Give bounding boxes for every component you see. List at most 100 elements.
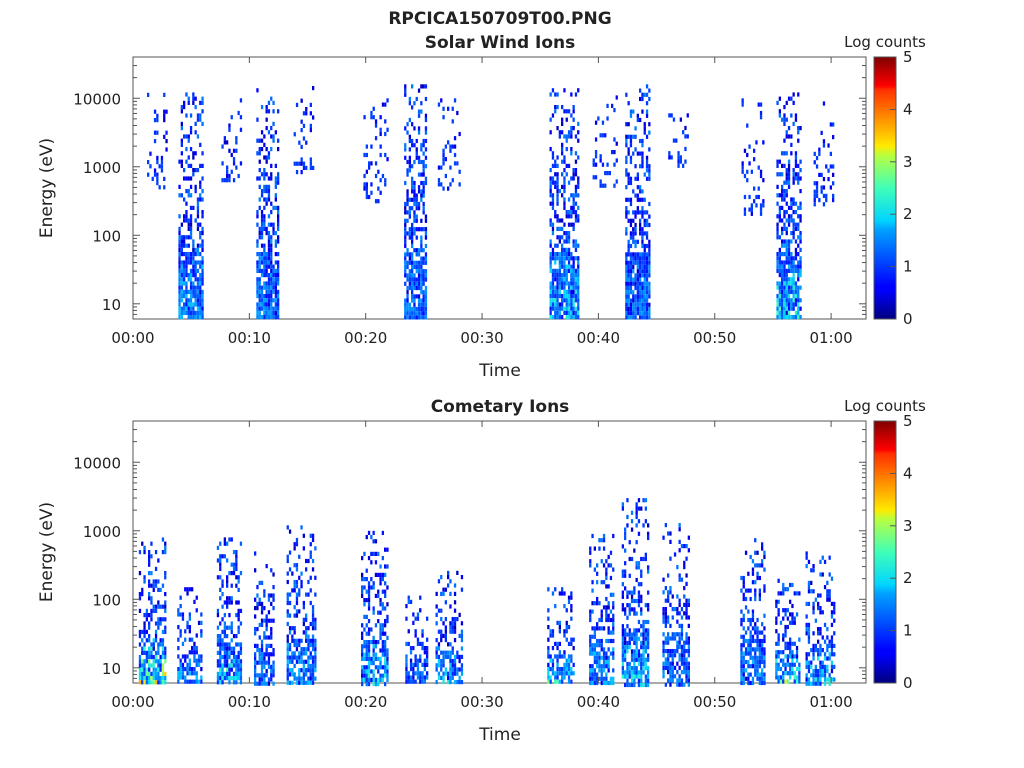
heatmap-cell — [270, 664, 273, 669]
heatmap-cell — [570, 134, 573, 139]
heatmap-cell — [615, 95, 618, 100]
heatmap-cell — [627, 239, 630, 244]
heatmap-cell — [814, 664, 817, 669]
heatmap-cell — [572, 281, 575, 286]
heatmap-cell — [621, 645, 624, 650]
heatmap-cell — [277, 310, 280, 315]
heatmap-cell — [187, 273, 190, 278]
heatmap-cell — [192, 310, 195, 315]
heatmap-cell — [563, 109, 566, 114]
heatmap-cell — [549, 218, 552, 223]
heatmap-cell — [197, 658, 201, 663]
colorbar-tick-label: 2 — [903, 569, 913, 587]
heatmap-cell — [641, 214, 644, 219]
heatmap-cell — [411, 185, 414, 190]
heatmap-cell — [451, 671, 454, 676]
heatmap-cell — [267, 256, 271, 261]
heatmap-cell — [574, 310, 578, 315]
heatmap-cell — [563, 168, 566, 173]
heatmap-cell — [644, 645, 647, 650]
heatmap-cell — [277, 172, 280, 177]
heatmap-cell — [602, 655, 606, 660]
heatmap-cell — [747, 676, 750, 681]
heatmap-cell — [265, 273, 268, 278]
heatmap-cell — [449, 667, 452, 672]
heatmap-cell — [265, 681, 268, 686]
heatmap-cell — [753, 186, 756, 191]
heatmap-cell — [812, 643, 815, 648]
heatmap-cell — [621, 628, 624, 633]
heatmap-cell — [411, 264, 414, 270]
heatmap-cell — [565, 302, 568, 307]
heatmap-cell — [643, 243, 646, 249]
heatmap-cell — [300, 659, 303, 664]
heatmap-cell — [642, 556, 645, 562]
heatmap-cell — [567, 289, 571, 294]
heatmap-cell — [256, 88, 259, 93]
heatmap-cell — [567, 109, 571, 114]
heatmap-cell — [589, 613, 592, 618]
heatmap-cell — [314, 621, 317, 627]
heatmap-cell — [761, 680, 764, 686]
heatmap-cell — [145, 680, 148, 685]
heatmap-cell — [561, 306, 564, 311]
heatmap-cell — [314, 617, 317, 622]
heatmap-cell — [150, 617, 153, 622]
heatmap-cell — [406, 294, 409, 299]
x-tick-label: 01:00 — [809, 329, 852, 347]
heatmap-cell — [565, 109, 568, 114]
heatmap-cell — [641, 252, 644, 257]
heatmap-cell — [643, 222, 646, 228]
heatmap-cell — [185, 201, 188, 206]
heatmap-cell — [372, 539, 375, 544]
heatmap-cell — [272, 222, 275, 227]
heatmap-cell — [274, 252, 277, 257]
heatmap-cell — [635, 565, 638, 570]
heatmap-cell — [453, 654, 457, 659]
heatmap-cell — [291, 626, 294, 631]
heatmap-cell — [574, 281, 578, 286]
heatmap-cell — [404, 311, 407, 316]
heatmap-cell — [670, 155, 673, 160]
heatmap-cell — [640, 506, 643, 511]
heatmap-cell — [422, 180, 425, 186]
heatmap-cell — [254, 664, 257, 669]
heatmap-cell — [783, 193, 786, 198]
heatmap-cell — [754, 622, 757, 627]
heatmap-cell — [260, 660, 264, 665]
heatmap-cell — [374, 161, 378, 166]
heatmap-cell — [570, 315, 573, 320]
heatmap-cell — [411, 235, 414, 240]
heatmap-cell — [635, 561, 638, 566]
heatmap-cell — [627, 180, 630, 186]
heatmap-cell — [302, 647, 305, 652]
heatmap-cell — [797, 264, 800, 269]
heatmap-cell — [607, 605, 610, 610]
heatmap-cell — [291, 571, 294, 576]
heatmap-cell — [263, 306, 266, 311]
heatmap-cell — [420, 306, 423, 312]
heatmap-cell — [547, 625, 550, 630]
heatmap-cell — [629, 113, 633, 118]
heatmap-cell — [784, 666, 787, 672]
heatmap-cell — [783, 294, 786, 299]
heatmap-cell — [187, 277, 190, 282]
heatmap-cell — [577, 214, 580, 219]
heatmap-cell — [422, 206, 425, 211]
heatmap-cell — [798, 666, 801, 672]
heatmap-cell — [823, 559, 827, 564]
heatmap-cell — [370, 182, 373, 187]
heatmap-cell — [787, 247, 791, 252]
heatmap-cell — [156, 176, 159, 181]
heatmap-cell — [799, 159, 802, 164]
heatmap-cell — [672, 138, 676, 143]
heatmap-cell — [435, 612, 438, 617]
heatmap-cell — [642, 632, 645, 637]
heatmap-cell — [822, 139, 826, 144]
heatmap-cell — [216, 671, 220, 676]
heatmap-cell — [676, 670, 679, 675]
heatmap-cell — [365, 186, 368, 191]
heatmap-cell — [567, 285, 571, 290]
heatmap-cell — [274, 310, 277, 315]
heatmap-cell — [635, 636, 638, 641]
